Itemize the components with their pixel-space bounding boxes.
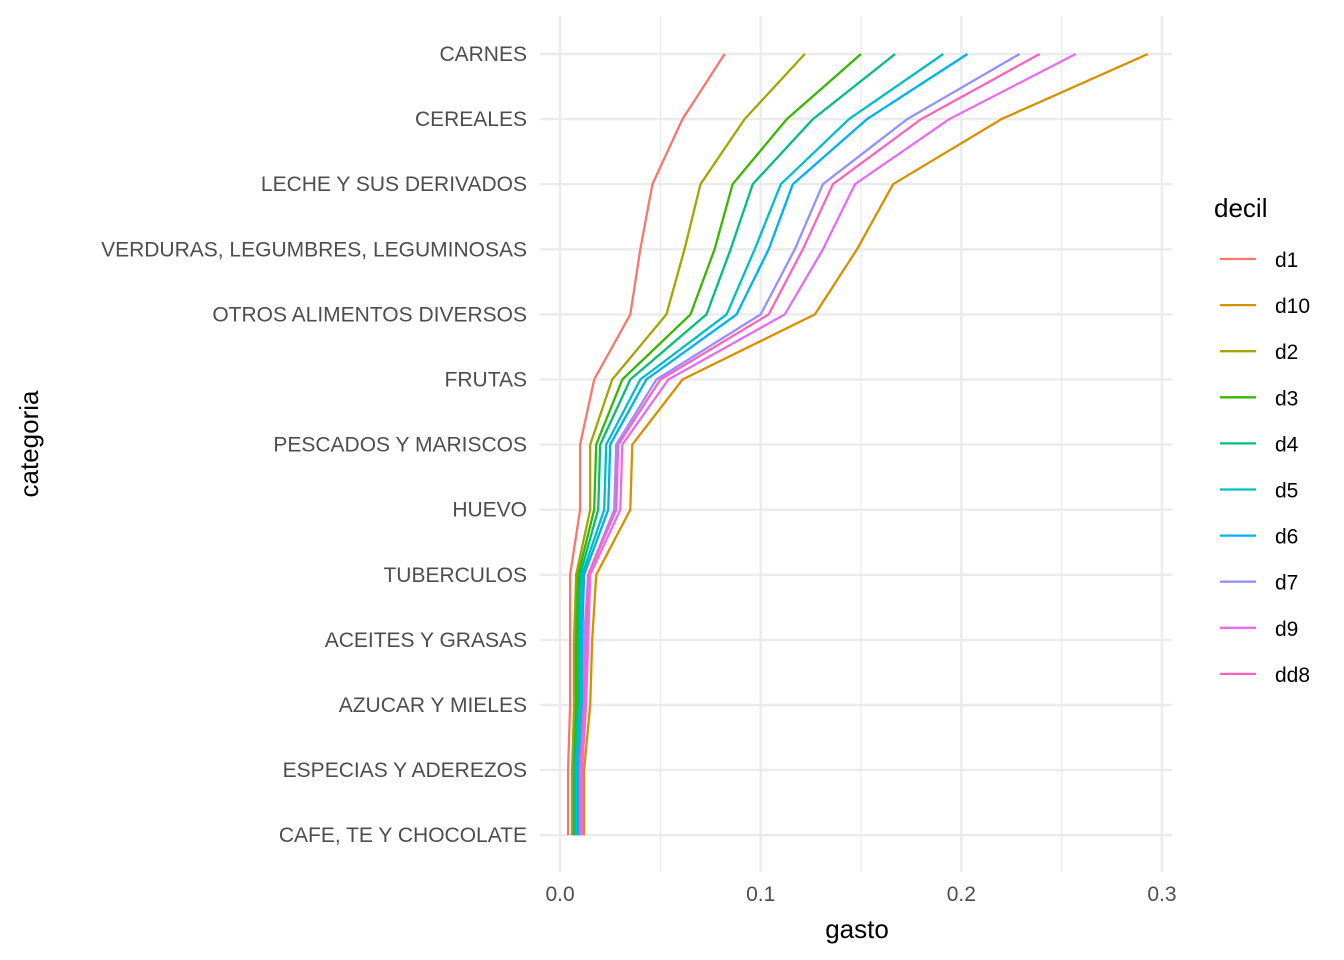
x-axis-tick-labels: 0.0 0.1 0.2 0.3	[545, 883, 1176, 906]
legend: decil d1 d10 d2 d3 d4 d5 d6 d7 d9 dd8	[1214, 193, 1310, 687]
y-tick-label: OTROS ALIMENTOS DIVERSOS	[212, 303, 527, 326]
x-tick-label: 0.0	[545, 883, 574, 906]
x-tick-label: 0.2	[947, 883, 976, 906]
legend-label-d7: d7	[1275, 572, 1298, 595]
y-tick-label: LECHE Y SUS DERIVADOS	[261, 173, 527, 196]
y-tick-label: TUBERCULOS	[383, 564, 527, 587]
legend-items: d1 d10 d2 d3 d4 d5 d6 d7 d9 dd8	[1220, 249, 1310, 687]
y-axis-title: categoria	[14, 390, 44, 497]
x-tick-label: 0.3	[1147, 883, 1176, 906]
x-tick-label: 0.1	[746, 883, 775, 906]
series-line-d4	[572, 53, 896, 836]
series-lines	[566, 52, 1149, 836]
series-line-d10	[582, 52, 1149, 836]
x-axis-title: gasto	[825, 914, 889, 944]
y-tick-label: FRUTAS	[445, 369, 527, 392]
y-tick-label: PESCADOS Y MARISCOS	[273, 434, 527, 457]
y-axis-tick-labels: CARNES CEREALES LECHE Y SUS DERIVADOS VERDU…	[101, 43, 527, 847]
legend-label-d9: d9	[1275, 618, 1298, 641]
series-line-d5	[574, 53, 944, 836]
grid-lines	[540, 16, 1172, 872]
legend-label-d6: d6	[1275, 526, 1298, 549]
legend-label-dd8: dd8	[1275, 664, 1310, 687]
y-tick-label: ACEITES Y GRASAS	[325, 629, 527, 652]
series-line-d9	[580, 52, 1077, 836]
y-tick-label: CARNES	[439, 43, 527, 66]
legend-label-d2: d2	[1275, 341, 1298, 364]
y-tick-label: HUEVO	[452, 499, 527, 522]
series-line-d2	[570, 53, 806, 836]
legend-label-d1: d1	[1275, 249, 1298, 272]
legend-label-d10: d10	[1275, 295, 1310, 318]
y-tick-label: CAFE, TE Y CHOCOLATE	[279, 824, 527, 847]
legend-label-d4: d4	[1275, 433, 1299, 456]
y-tick-label: VERDURAS, LEGUMBRES, LEGUMINOSAS	[101, 238, 527, 261]
y-tick-label: AZUCAR Y MIELES	[339, 694, 527, 717]
legend-title: decil	[1214, 193, 1267, 223]
legend-label-d5: d5	[1275, 480, 1298, 503]
series-line-d1	[566, 53, 726, 836]
legend-label-d3: d3	[1275, 387, 1298, 410]
y-tick-label: CEREALES	[415, 108, 527, 131]
series-line-d3	[572, 53, 862, 836]
series-line-d6	[576, 53, 969, 836]
y-tick-label: ESPECIAS Y ADEREZOS	[283, 759, 527, 782]
series-line-dd8	[578, 52, 1041, 836]
